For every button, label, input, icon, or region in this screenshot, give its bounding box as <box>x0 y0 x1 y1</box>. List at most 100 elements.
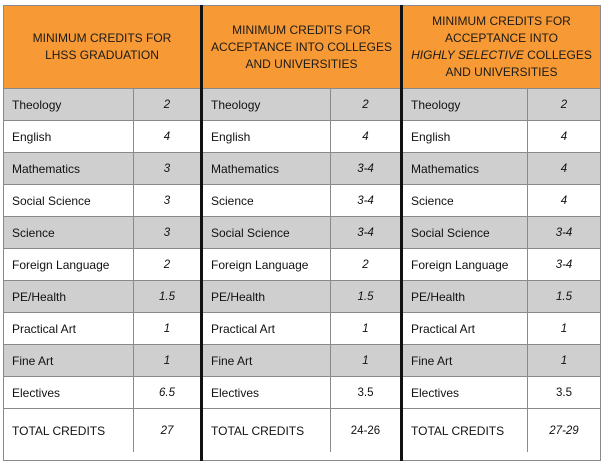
total-label: TOTAL CREDITS <box>203 409 331 452</box>
table-row: PE/Health 1.5 <box>203 281 400 313</box>
subject-label: Science <box>4 217 134 248</box>
credits-value: 4 <box>362 130 369 143</box>
credits-value: 1 <box>163 354 171 367</box>
table-row: PE/Health 1.5 <box>4 281 200 313</box>
credits-value: 3 <box>163 226 171 239</box>
table-row: Practical Art 1 <box>403 313 600 345</box>
subject-label: PE/Health <box>203 281 331 312</box>
subject-label: Fine Art <box>403 345 528 376</box>
header-line: AND UNIVERSITIES <box>445 65 558 79</box>
credits-value: 2 <box>362 98 369 111</box>
total-row: TOTAL CREDITS 27 <box>4 409 200 452</box>
credits-value: 1.5 <box>357 290 374 303</box>
credits-value: 3-4 <box>555 258 573 271</box>
header-line: COLLEGES <box>523 48 592 62</box>
credits-value: 4 <box>560 130 568 143</box>
credits-value: 6.5 <box>159 386 175 399</box>
subject-label: Electives <box>203 377 331 408</box>
subject-label: Theology <box>203 89 331 120</box>
total-value: 24-26 <box>350 424 381 437</box>
column-header: MINIMUM CREDITS FOR LHSS GRADUATION <box>4 6 200 89</box>
subject-label: Social Science <box>4 185 134 216</box>
subject-label: Mathematics <box>203 153 331 184</box>
credits-value: 3-4 <box>357 194 374 207</box>
table-row: Fine Art 1 <box>4 345 200 377</box>
table-row: Science 3 <box>4 217 200 249</box>
table-row: Fine Art 1 <box>403 345 600 377</box>
subject-label: Electives <box>4 377 134 408</box>
table-row: Social Science 3 <box>4 185 200 217</box>
column-divider <box>200 5 203 461</box>
credits-value: 2 <box>163 258 171 271</box>
subject-label: Social Science <box>203 217 331 248</box>
table-row: Mathematics 3 <box>4 153 200 185</box>
subject-label: Foreign Language <box>4 249 134 280</box>
total-value: 27 <box>160 424 174 437</box>
subject-label: Mathematics <box>403 153 528 184</box>
subject-label: Theology <box>403 89 528 120</box>
header-line: ACCEPTANCE INTO COLLEGES <box>211 39 392 54</box>
lhss-graduation-column: MINIMUM CREDITS FOR LHSS GRADUATION Theo… <box>3 5 201 461</box>
subject-label: Theology <box>4 89 134 120</box>
subject-label: Practical Art <box>403 313 528 344</box>
table-row: Theology 2 <box>403 89 600 121</box>
credits-value: 4 <box>560 194 568 207</box>
credits-value: 3-4 <box>357 162 374 175</box>
highly-selective-column: MINIMUM CREDITS FOR ACCEPTANCE INTO HIGH… <box>402 5 601 461</box>
table-row: Social Science 3-4 <box>403 217 600 249</box>
credits-value: 2 <box>560 98 568 111</box>
total-value: 27-29 <box>549 424 579 437</box>
credits-value: 3 <box>163 194 171 207</box>
credits-value: 1 <box>560 322 568 335</box>
table-row: Practical Art 1 <box>4 313 200 345</box>
table-row: Mathematics 3-4 <box>203 153 400 185</box>
subject-label: Science <box>203 185 331 216</box>
subject-label: Science <box>403 185 528 216</box>
subject-label: PE/Health <box>403 281 528 312</box>
table-row: Social Science 3-4 <box>203 217 400 249</box>
header-line: MINIMUM CREDITS FOR <box>432 14 571 28</box>
table-row: PE/Health 1.5 <box>403 281 600 313</box>
table-row: Electives 6.5 <box>4 377 200 409</box>
colleges-acceptance-column: MINIMUM CREDITS FOR ACCEPTANCE INTO COLL… <box>202 5 401 461</box>
subject-label: Practical Art <box>203 313 331 344</box>
credits-value: 3 <box>163 162 171 175</box>
total-label: TOTAL CREDITS <box>4 409 134 452</box>
table-row: Foreign Language 3-4 <box>403 249 600 281</box>
credits-value: 4 <box>560 162 568 175</box>
total-row: TOTAL CREDITS 24-26 <box>203 409 400 452</box>
header-line: MINIMUM CREDITS FOR <box>32 31 172 45</box>
subject-label: Electives <box>403 377 528 408</box>
table-row: Electives 3.5 <box>403 377 600 409</box>
credits-value: 3.5 <box>357 386 374 399</box>
table-row: Foreign Language 2 <box>203 249 400 281</box>
total-label: TOTAL CREDITS <box>403 409 528 452</box>
table-row: English 4 <box>4 121 200 153</box>
credits-value: 2 <box>362 258 369 271</box>
credits-value: 1.5 <box>556 290 572 303</box>
credits-value: 3-4 <box>357 226 374 239</box>
credits-value: 4 <box>163 130 171 143</box>
credits-comparison-table: MINIMUM CREDITS FOR LHSS GRADUATION Theo… <box>3 5 601 461</box>
subject-label: Fine Art <box>203 345 331 376</box>
subject-label: Foreign Language <box>203 249 331 280</box>
credits-value: 1 <box>362 354 369 367</box>
credits-value: 1 <box>560 354 568 367</box>
total-row: TOTAL CREDITS 27-29 <box>403 409 600 452</box>
column-header: MINIMUM CREDITS FOR ACCEPTANCE INTO HIGH… <box>403 6 600 89</box>
credits-value: 1 <box>362 322 369 335</box>
table-row: Mathematics 4 <box>403 153 600 185</box>
credits-value: 1.5 <box>159 290 175 303</box>
table-row: Fine Art 1 <box>203 345 400 377</box>
subject-label: English <box>403 121 528 152</box>
header-line: LHSS GRADUATION <box>45 48 159 62</box>
table-row: Electives 3.5 <box>203 377 400 409</box>
subject-label: Mathematics <box>4 153 134 184</box>
subject-label: English <box>4 121 134 152</box>
table-row: English 4 <box>203 121 400 153</box>
header-italic: HIGHLY SELECTIVE <box>411 48 524 62</box>
table-row: Practical Art 1 <box>203 313 400 345</box>
table-row: Theology 2 <box>4 89 200 121</box>
table-row: Science 4 <box>403 185 600 217</box>
subject-label: Foreign Language <box>403 249 528 280</box>
